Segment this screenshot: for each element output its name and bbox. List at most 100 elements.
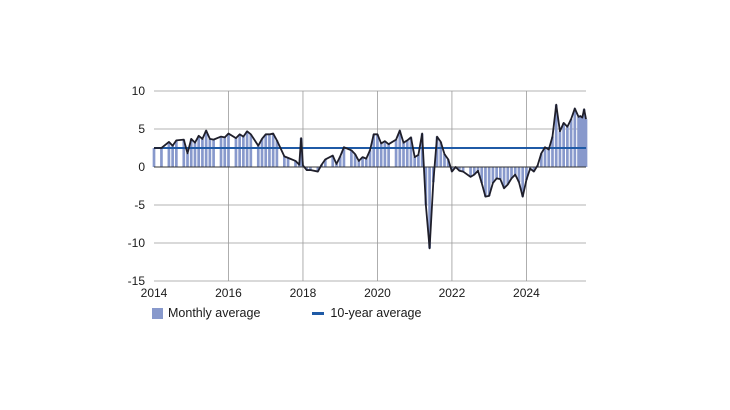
data-bar (294, 160, 297, 167)
legend-swatch-ten-year (312, 311, 325, 315)
bar-series (152, 104, 588, 249)
data-bar (525, 167, 528, 180)
data-bar (532, 167, 536, 172)
data-bar (476, 167, 480, 171)
y-tick-label: 0 (138, 160, 145, 174)
data-bar (539, 153, 543, 167)
data-bar (323, 159, 327, 167)
data-bar (439, 141, 443, 167)
x-tick-label: 2018 (290, 286, 317, 300)
data-bar (189, 138, 193, 167)
data-bar (238, 134, 241, 167)
x-tick-label: 2016 (215, 286, 242, 300)
data-bar (353, 154, 357, 167)
data-bar (245, 131, 249, 167)
data-bar (402, 142, 405, 167)
legend-swatch-monthly (152, 307, 163, 319)
data-bar (513, 167, 517, 175)
data-bar (175, 140, 178, 167)
data-bar (495, 167, 498, 179)
data-bar (558, 131, 562, 167)
data-bar (331, 155, 335, 167)
data-bar (316, 167, 320, 172)
y-tick-label: -15 (128, 274, 146, 288)
data-bar (428, 167, 431, 249)
data-bar (573, 108, 577, 167)
legend-item-monthly: Monthly average (152, 306, 260, 320)
data-bar (554, 104, 558, 167)
data-bar (342, 147, 346, 167)
data-bar (223, 137, 227, 167)
data-bar (309, 167, 312, 171)
y-tick-label: 5 (138, 122, 145, 136)
monthly-line-layer (153, 103, 587, 250)
data-bar (499, 167, 502, 180)
data-bar (443, 154, 446, 167)
data-bar (551, 136, 554, 167)
data-bar (234, 138, 238, 167)
data-bar (543, 147, 547, 167)
data-bar (435, 136, 439, 167)
data-bar (413, 157, 417, 167)
y-tick-label: -5 (134, 198, 145, 212)
data-bar (502, 167, 506, 189)
data-bar (562, 122, 565, 167)
data-bar (487, 167, 491, 196)
data-bar (458, 167, 461, 171)
data-bar (186, 153, 189, 167)
data-bar (275, 140, 279, 167)
x-tick-label: 2014 (141, 286, 168, 300)
data-bar (212, 139, 215, 167)
data-bar (446, 159, 450, 167)
data-bar (480, 167, 484, 183)
data-bar (579, 116, 582, 167)
data-bar (424, 167, 428, 205)
data-bar (297, 164, 301, 167)
data-bar (405, 140, 409, 167)
data-bar (517, 167, 521, 183)
x-tick-label: 2024 (513, 286, 540, 300)
data-bar (580, 117, 584, 167)
y-tick-label: -10 (128, 236, 146, 250)
data-bar (305, 167, 309, 171)
data-bar (227, 133, 230, 167)
data-bar (197, 135, 201, 167)
data-bar (491, 167, 495, 183)
data-bar (582, 109, 586, 167)
data-bar (368, 150, 372, 167)
data-bar (201, 138, 204, 167)
data-bar (364, 158, 368, 167)
data-bar (357, 160, 361, 167)
data-bar (566, 126, 569, 167)
data-bar (361, 157, 364, 167)
data-bar (569, 119, 573, 167)
legend-label-monthly: Monthly average (168, 306, 261, 320)
data-bar (584, 119, 588, 167)
data-bar (461, 167, 465, 172)
gridlines (154, 90, 586, 282)
data-bar (383, 141, 387, 167)
data-bar (249, 134, 253, 167)
data-bar (417, 154, 420, 167)
data-bar (299, 138, 303, 167)
y-tick-labels: 10 5 0 -5 -10 -15 (128, 84, 146, 288)
data-bar (208, 138, 212, 167)
data-bar (152, 148, 156, 167)
x-tick-label: 2022 (439, 286, 466, 300)
data-bar (264, 134, 268, 167)
data-bar (469, 167, 472, 177)
data-bar (506, 167, 510, 185)
data-bar (335, 163, 338, 167)
data-bar (387, 144, 390, 167)
legend-label-ten-year: 10-year average (330, 306, 422, 320)
data-bar (268, 134, 271, 167)
monthly-average-line (154, 103, 587, 250)
data-bar (350, 150, 353, 167)
data-bar (271, 133, 275, 167)
data-bar (484, 167, 487, 197)
data-bar (242, 136, 245, 167)
data-bar (167, 141, 171, 167)
data-bar (160, 148, 163, 167)
data-bar (182, 139, 186, 167)
data-bar (338, 156, 342, 167)
